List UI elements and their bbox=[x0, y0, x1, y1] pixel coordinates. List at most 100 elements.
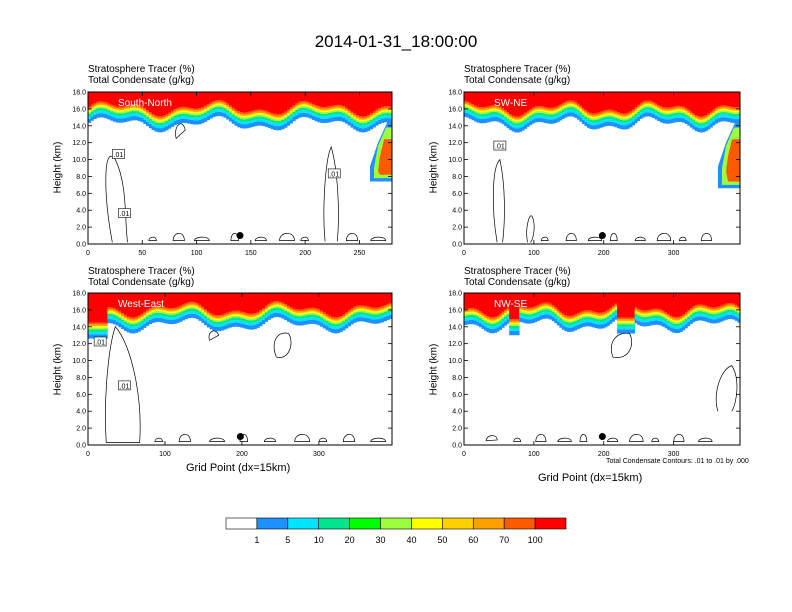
tracer-cell bbox=[356, 307, 360, 310]
tracer-cell bbox=[356, 115, 360, 117]
tracer-cell bbox=[659, 318, 663, 322]
tracer-cell bbox=[206, 313, 210, 315]
tracer-cell bbox=[187, 110, 191, 113]
condensate-contour bbox=[230, 233, 239, 241]
tracer-cell bbox=[617, 319, 620, 321]
tracer-cell bbox=[484, 318, 487, 320]
tracer-cell bbox=[325, 315, 329, 318]
tracer-cell bbox=[126, 117, 130, 122]
tracer-cell bbox=[607, 109, 610, 112]
tracer-cell bbox=[534, 307, 538, 310]
tracer-cell bbox=[342, 317, 346, 320]
tracer-cell bbox=[350, 317, 354, 321]
tracer-cell bbox=[506, 112, 510, 114]
tracer-cell bbox=[679, 325, 683, 328]
tracer-cell bbox=[121, 313, 125, 315]
tracer-cell bbox=[684, 111, 688, 113]
tracer-cell bbox=[143, 318, 147, 322]
location-marker bbox=[598, 232, 606, 240]
tracer-cell bbox=[637, 110, 641, 112]
tracer-cell bbox=[464, 102, 467, 105]
tracer-cell bbox=[215, 320, 219, 322]
tracer-cell bbox=[494, 293, 498, 317]
tracer-cell bbox=[659, 115, 663, 119]
tracer-cell bbox=[709, 111, 713, 114]
tracer-cell bbox=[586, 317, 590, 320]
panel-4-header: Stratosphere Tracer (%) Total Condensate… bbox=[464, 266, 571, 288]
tracer-cell bbox=[264, 317, 269, 322]
tracer-cell bbox=[361, 310, 365, 313]
tracer-cell bbox=[134, 323, 139, 327]
tracer-cell bbox=[546, 110, 550, 113]
tracer-cell bbox=[380, 315, 385, 319]
tracer-cell bbox=[647, 311, 651, 314]
tracer-cell bbox=[584, 121, 588, 127]
tracer-cell bbox=[154, 309, 158, 312]
tracer-cell bbox=[369, 319, 374, 324]
tracer-cell bbox=[694, 115, 698, 117]
tracer-cell bbox=[353, 125, 357, 130]
tracer-cell bbox=[336, 326, 340, 329]
tracer-cell bbox=[267, 115, 271, 117]
tracer-cell bbox=[609, 293, 613, 308]
tracer-cell bbox=[579, 293, 583, 312]
tracer-cell bbox=[714, 308, 718, 311]
tracer-cell bbox=[286, 109, 291, 112]
tracer-cell bbox=[275, 300, 280, 303]
tracer-cell bbox=[637, 111, 641, 115]
tracer-cell bbox=[173, 317, 177, 320]
tracer-cell bbox=[143, 117, 147, 120]
tracer-cell bbox=[501, 315, 505, 317]
tracer-cell bbox=[286, 310, 291, 313]
tracer-cell bbox=[112, 110, 117, 113]
tracer-cell bbox=[342, 319, 346, 322]
tracer-cell bbox=[262, 313, 266, 315]
tracer-cell bbox=[609, 307, 613, 310]
tracer-cell bbox=[682, 316, 686, 318]
y-tick-label: 12.0 bbox=[72, 341, 86, 348]
tracer-cell bbox=[154, 115, 158, 118]
tracer-cell bbox=[504, 111, 508, 114]
tracer-cell bbox=[358, 117, 362, 120]
tracer-cell bbox=[481, 312, 485, 315]
tracer-cell bbox=[564, 110, 568, 114]
tracer-cell bbox=[309, 319, 313, 324]
tracer-cell bbox=[375, 309, 379, 312]
tracer-cell bbox=[132, 319, 136, 321]
tracer-cell bbox=[476, 319, 480, 322]
tracer-cell bbox=[176, 318, 180, 323]
tracer-cell bbox=[383, 118, 387, 123]
tracer-cell bbox=[627, 293, 630, 318]
tracer-cell bbox=[596, 119, 600, 122]
tracer-cell bbox=[712, 92, 716, 110]
tracer-cell bbox=[234, 92, 238, 110]
tracer-cell bbox=[674, 106, 678, 108]
tracer-cell bbox=[607, 116, 610, 120]
tracer-cell bbox=[464, 100, 467, 103]
tracer-cell bbox=[193, 92, 197, 109]
tracer-cell bbox=[564, 315, 568, 317]
tracer-cell bbox=[649, 316, 653, 319]
tracer-cell bbox=[476, 92, 480, 107]
tracer-cell bbox=[234, 293, 238, 311]
tracer-cell bbox=[176, 310, 180, 312]
tracer-cell bbox=[314, 111, 318, 115]
tracer-cell bbox=[217, 109, 222, 112]
tracer-cell bbox=[129, 318, 133, 321]
tracer-cell bbox=[642, 310, 646, 313]
tracer-cell bbox=[672, 323, 676, 326]
tracer-cell bbox=[367, 118, 371, 120]
tracer-cell bbox=[146, 293, 150, 310]
tracer-cell bbox=[217, 99, 222, 102]
tracer-cell bbox=[481, 319, 485, 323]
tracer-cell bbox=[112, 319, 117, 325]
tracer-cell bbox=[619, 293, 623, 318]
tracer-cell bbox=[372, 111, 376, 114]
tracer-cell bbox=[137, 104, 141, 107]
tracer-cell bbox=[96, 106, 100, 109]
tracer-cell bbox=[584, 92, 588, 111]
tracer-cell bbox=[574, 323, 578, 327]
tracer-cell bbox=[303, 312, 307, 314]
tracer-cell bbox=[554, 118, 558, 123]
tracer-cell bbox=[176, 306, 180, 309]
